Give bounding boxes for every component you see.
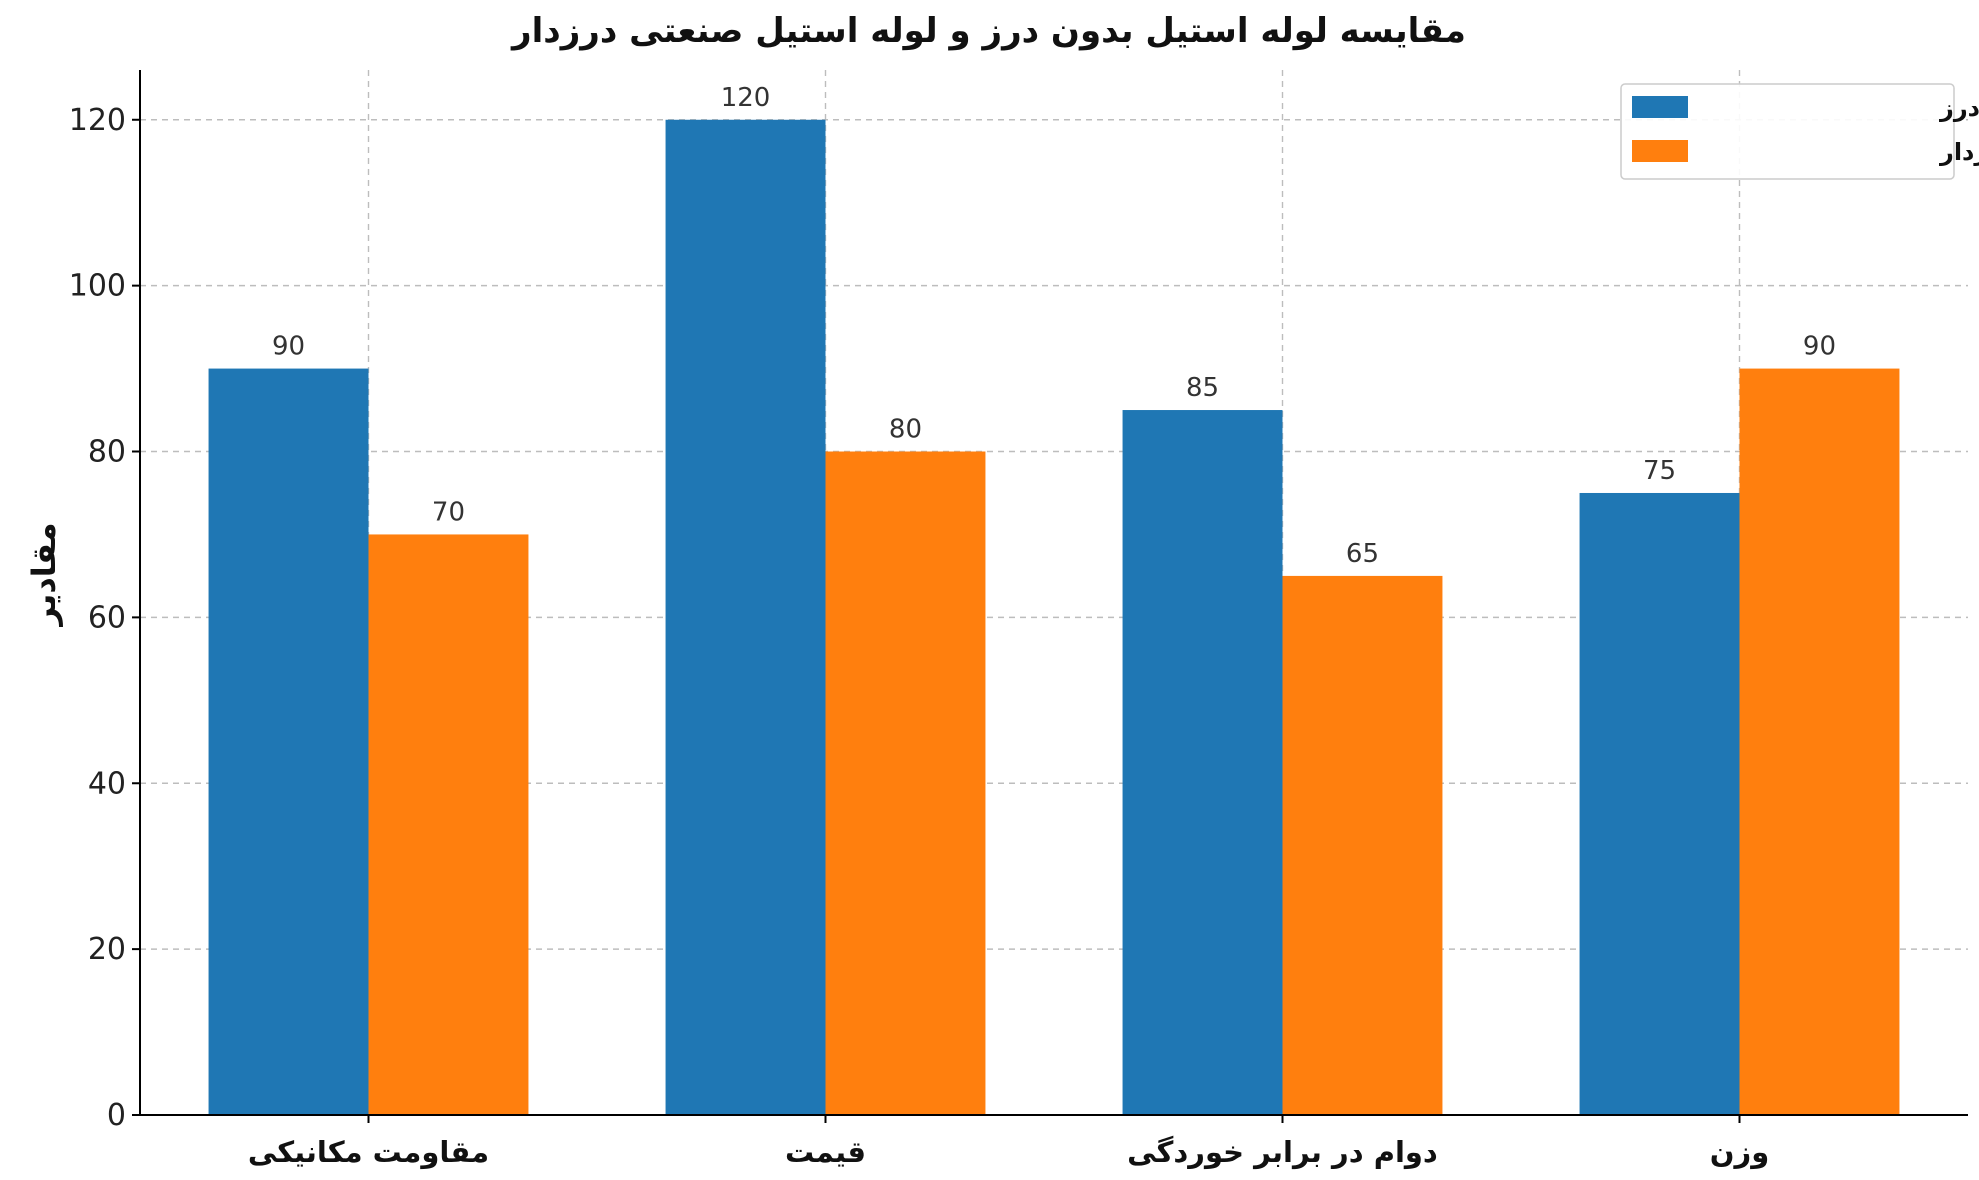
bar	[208, 368, 369, 1116]
bar-value-label: 75	[1643, 456, 1676, 486]
bar-value-label: 70	[432, 497, 465, 527]
y-axis-label: مقادیر	[25, 522, 63, 627]
bar-value-label: 65	[1346, 539, 1379, 569]
legend-label-welded: لوله استیل درزدار	[1939, 138, 1979, 166]
y-tick-label: 60	[88, 600, 126, 635]
legend: لوله استیل بدون درز لوله استیل درزدار	[1620, 83, 1979, 180]
bar-value-label: 120	[721, 83, 771, 113]
chart-title: مقایسه لوله استیل بدون درز و لوله استیل …	[510, 11, 1466, 51]
y-tick-labels: 0 20 40 60 80 100 120	[69, 103, 126, 1133]
y-tick-label: 0	[107, 1098, 126, 1133]
bar	[665, 119, 826, 1115]
x-tick-label: وزن	[1710, 1135, 1769, 1169]
x-tick-label: مقاومت مکانیکی	[248, 1135, 489, 1169]
bar	[1282, 575, 1443, 1115]
value-labels: 90 120 85 75 70 80 65 90	[272, 83, 1836, 569]
bar	[1739, 368, 1900, 1116]
x-tick-label: قیمت	[785, 1135, 866, 1169]
bar-value-label: 80	[889, 415, 922, 445]
y-tick-label: 120	[69, 103, 126, 138]
bar	[1579, 492, 1740, 1115]
bar-value-label: 90	[272, 332, 305, 362]
axes	[132, 70, 1968, 1123]
x-tick-label: دوام در برابر خوردگی	[1127, 1135, 1438, 1169]
bar	[1122, 410, 1283, 1115]
y-tick-label: 40	[88, 766, 126, 801]
bars	[208, 119, 1900, 1116]
legend-label-seamless: لوله استیل بدون درز	[1939, 94, 1979, 122]
bar-value-label: 85	[1186, 373, 1219, 403]
bar	[825, 451, 986, 1115]
x-tick-labels: مقاومت مکانیکی قیمت دوام در برابر خوردگی وز…	[248, 1135, 1769, 1169]
legend-swatch-welded	[1632, 140, 1688, 162]
y-tick-label: 80	[88, 435, 126, 470]
legend-swatch-seamless	[1632, 96, 1688, 118]
y-tick-label: 100	[69, 269, 126, 304]
bar-value-label: 90	[1803, 332, 1836, 362]
bar	[368, 534, 529, 1115]
legend-frame	[1620, 83, 1955, 180]
y-tick-label: 20	[88, 932, 126, 967]
